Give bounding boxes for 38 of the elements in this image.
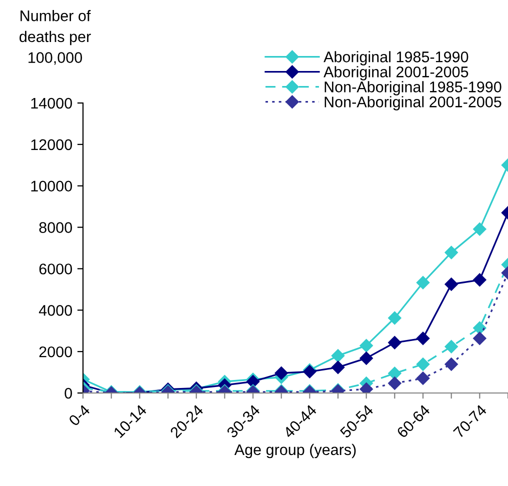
x-axis-title: Age group (years) bbox=[234, 444, 356, 458]
point bbox=[360, 382, 373, 393]
point bbox=[444, 246, 458, 260]
point bbox=[360, 338, 373, 352]
point bbox=[388, 366, 402, 380]
point bbox=[388, 311, 402, 325]
legend-label: Non-Aboriginal 1985-1990 bbox=[324, 81, 502, 96]
point bbox=[360, 352, 373, 365]
point bbox=[331, 349, 345, 362]
y-tick-label: 0 bbox=[64, 388, 72, 399]
point bbox=[331, 360, 345, 374]
x-tick-label: 0-4 bbox=[68, 404, 91, 427]
point bbox=[473, 273, 486, 286]
point bbox=[473, 321, 486, 335]
y-tick-label: 6000 bbox=[39, 264, 72, 274]
y-tick-label: 2000 bbox=[39, 346, 72, 358]
y-tick-label: 12000 bbox=[31, 139, 72, 150]
point bbox=[416, 358, 430, 371]
point bbox=[444, 340, 458, 354]
y-tick-label: 14000 bbox=[31, 98, 72, 109]
legend-label: Aboriginal 1985-1990 bbox=[324, 51, 468, 66]
y-tick-label: 4000 bbox=[38, 305, 72, 316]
point bbox=[388, 336, 402, 350]
point bbox=[388, 376, 402, 390]
point bbox=[416, 332, 430, 345]
y-tick-label: 8000 bbox=[39, 222, 72, 233]
point bbox=[444, 278, 458, 291]
point bbox=[274, 366, 288, 380]
legend-label: Aboriginal 2001-2005 bbox=[324, 66, 468, 80]
y-axis-title: Number of deaths per 100,000 bbox=[20, 10, 91, 65]
point bbox=[444, 358, 458, 371]
point bbox=[416, 276, 430, 290]
point bbox=[473, 222, 486, 236]
point bbox=[416, 372, 430, 385]
point bbox=[473, 332, 486, 345]
y-tick-label: 10000 bbox=[31, 180, 72, 192]
point bbox=[246, 375, 260, 388]
legend-label: Non-Aboriginal 2001-2005 bbox=[324, 96, 502, 110]
